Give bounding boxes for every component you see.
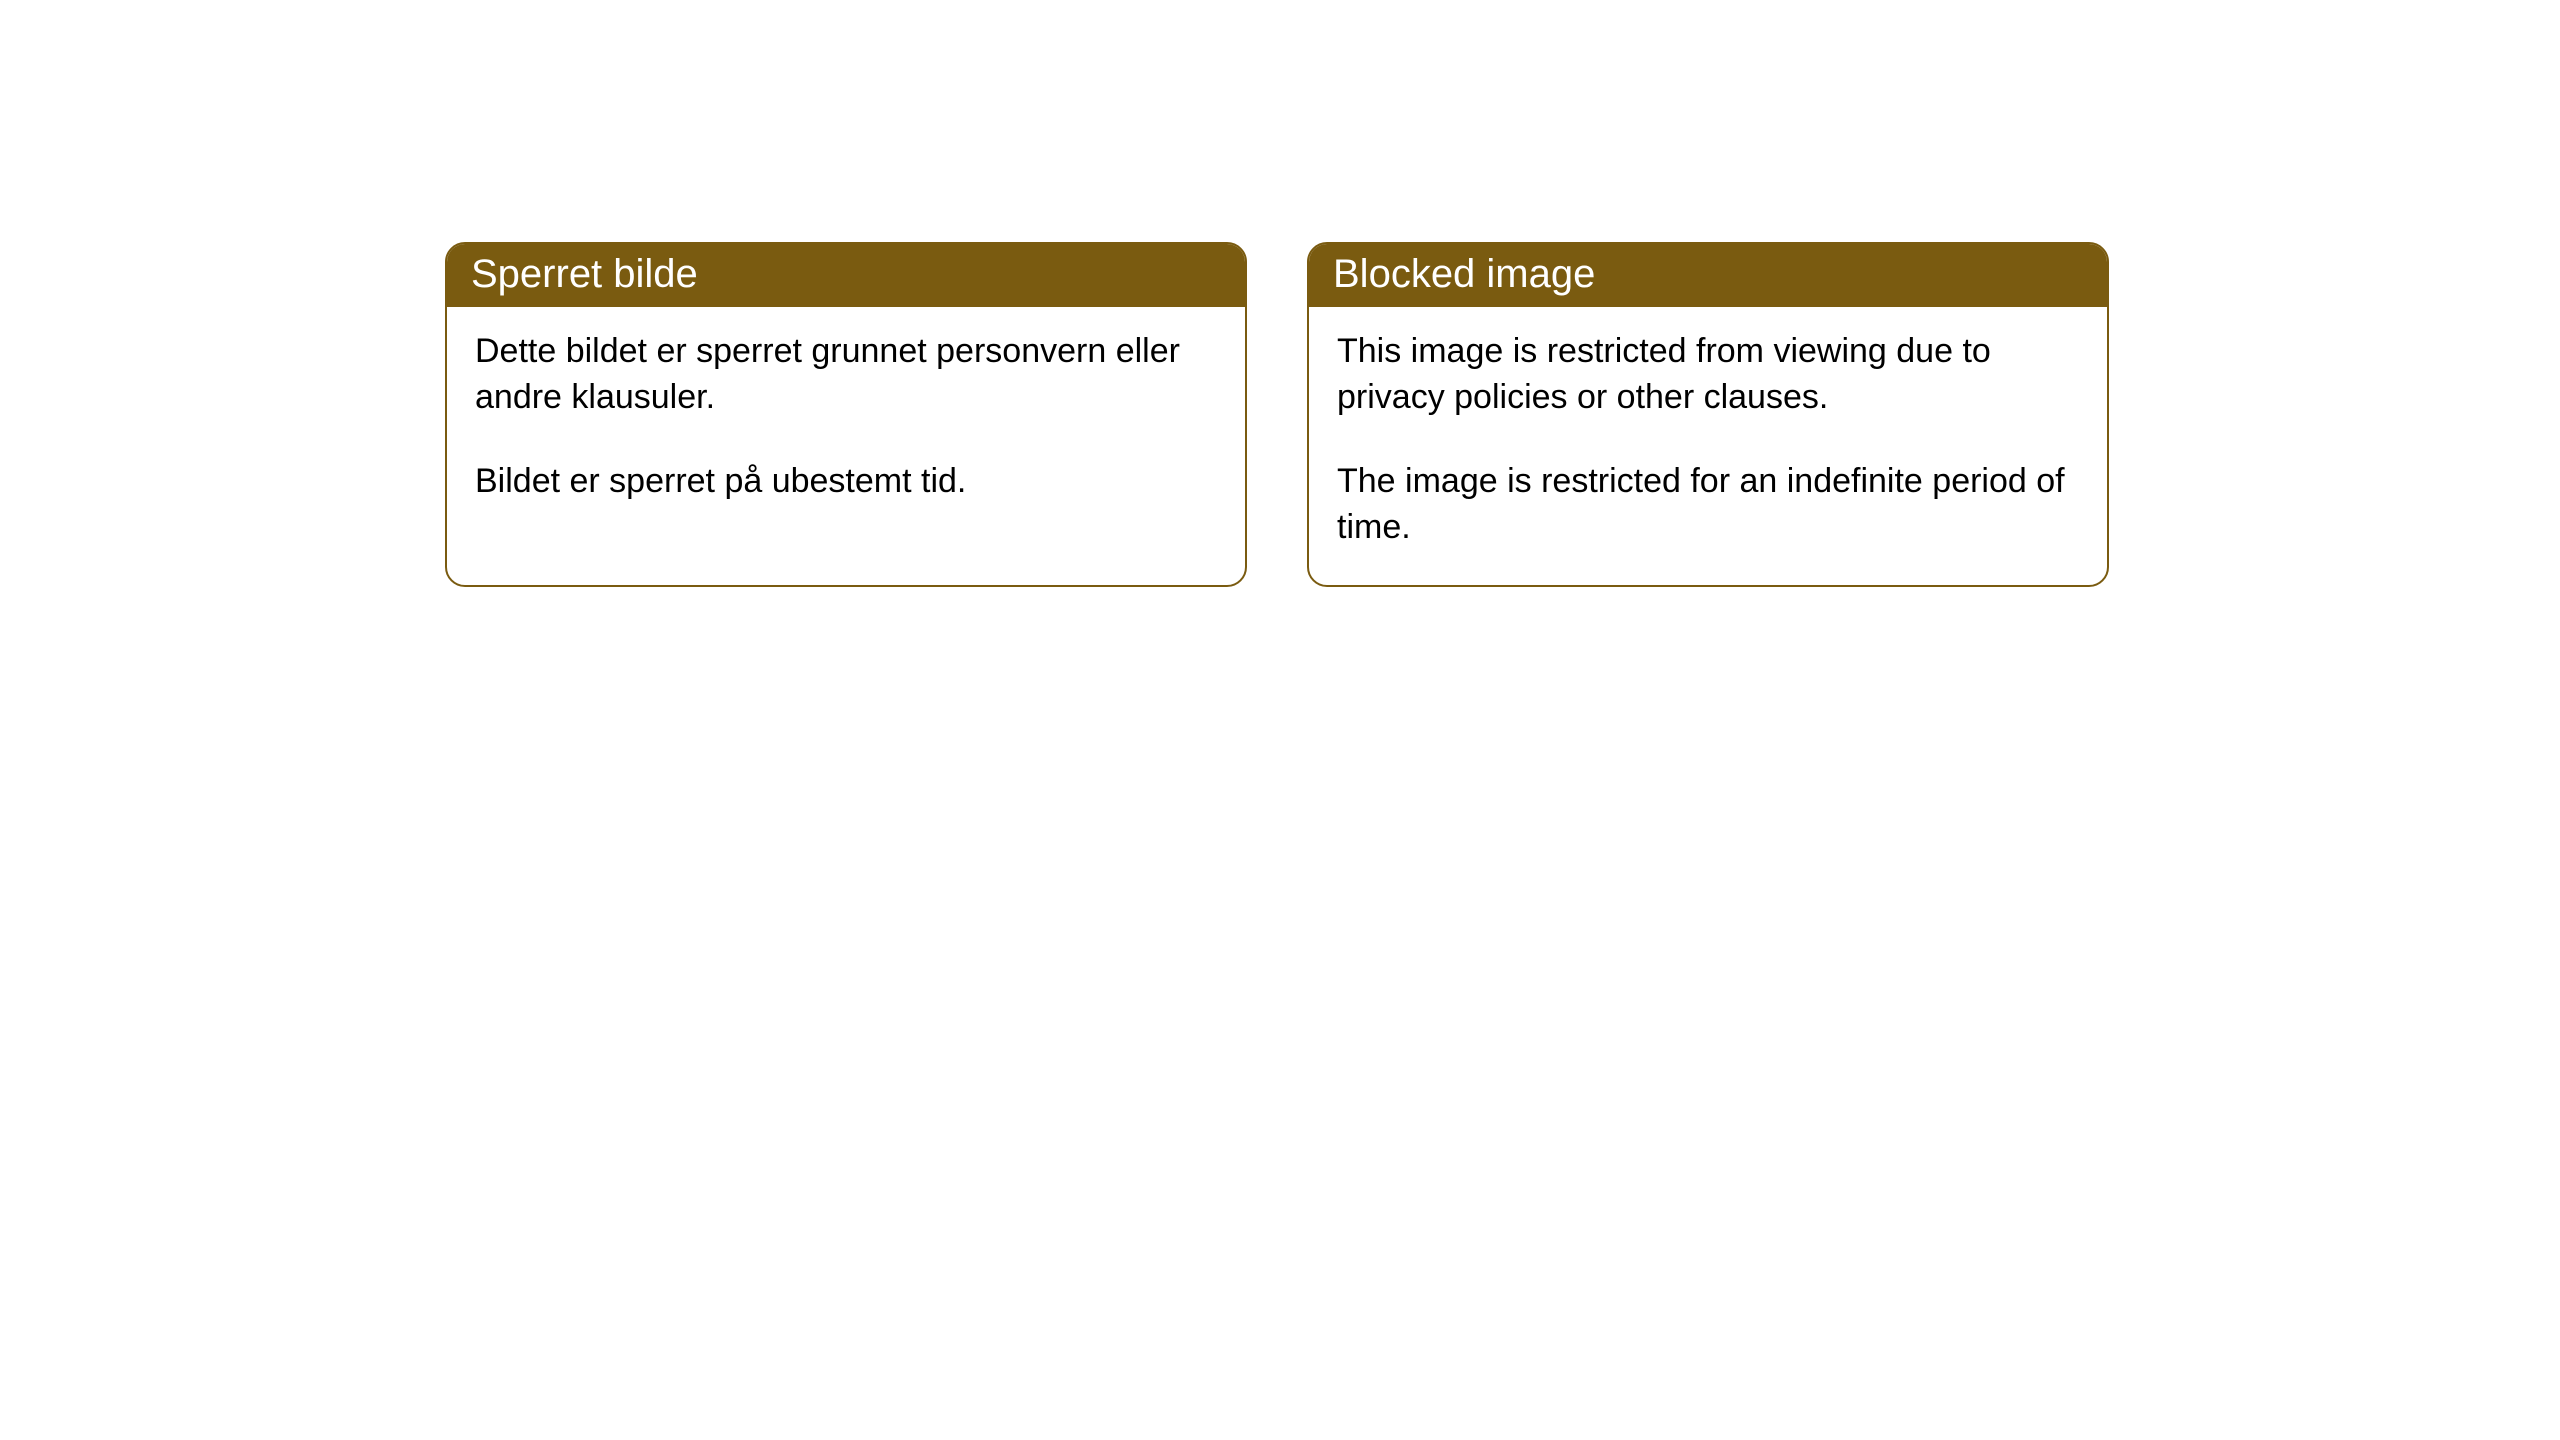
card-paragraph-2: Bildet er sperret på ubestemt tid. — [475, 459, 1217, 505]
card-body: This image is restricted from viewing du… — [1309, 307, 2107, 585]
card-header: Sperret bilde — [447, 244, 1245, 307]
card-title: Sperret bilde — [471, 252, 698, 296]
card-body: Dette bildet er sperret grunnet personve… — [447, 307, 1245, 539]
card-paragraph-1: Dette bildet er sperret grunnet personve… — [475, 329, 1217, 421]
card-paragraph-1: This image is restricted from viewing du… — [1337, 329, 2079, 421]
card-paragraph-2: The image is restricted for an indefinit… — [1337, 459, 2079, 551]
blocked-image-card-english: Blocked image This image is restricted f… — [1307, 242, 2109, 587]
card-title: Blocked image — [1333, 252, 1595, 296]
cards-container: Sperret bilde Dette bildet er sperret gr… — [0, 0, 2560, 587]
blocked-image-card-norwegian: Sperret bilde Dette bildet er sperret gr… — [445, 242, 1247, 587]
card-header: Blocked image — [1309, 244, 2107, 307]
